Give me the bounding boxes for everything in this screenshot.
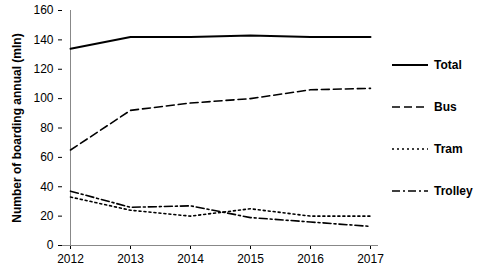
svg-text:2014: 2014 [177, 252, 204, 266]
svg-text:2012: 2012 [57, 252, 84, 266]
svg-text:100: 100 [33, 91, 53, 105]
svg-text:160: 160 [33, 3, 53, 17]
svg-text:40: 40 [40, 180, 54, 194]
svg-text:Trolley: Trolley [434, 184, 473, 198]
svg-text:2015: 2015 [237, 252, 264, 266]
svg-text:Bus: Bus [434, 100, 457, 114]
svg-text:0: 0 [47, 238, 54, 252]
svg-text:2013: 2013 [117, 252, 144, 266]
svg-text:140: 140 [33, 33, 53, 47]
svg-text:80: 80 [40, 121, 54, 135]
svg-text:2016: 2016 [297, 252, 324, 266]
svg-text:2017: 2017 [357, 252, 384, 266]
svg-text:Number of boarding annual (mln: Number of boarding annual (mln) [10, 33, 24, 222]
svg-text:120: 120 [33, 62, 53, 76]
svg-text:Total: Total [434, 58, 462, 72]
svg-text:20: 20 [40, 209, 54, 223]
svg-text:Tram: Tram [434, 142, 463, 156]
svg-text:60: 60 [40, 150, 54, 164]
